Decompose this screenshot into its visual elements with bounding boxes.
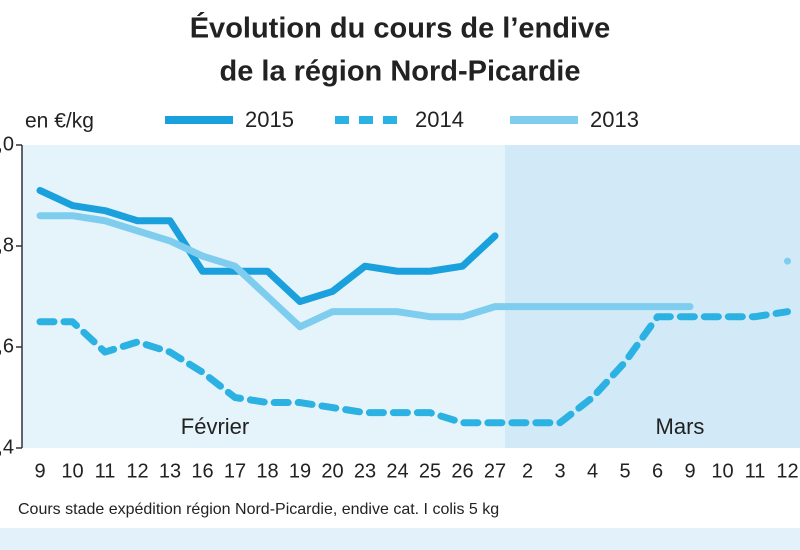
x-tick-label: 25	[419, 460, 441, 482]
y-tick-label: 0,6	[0, 335, 14, 357]
y-axis-label: en €/kg	[25, 110, 94, 133]
chart-title: Évolution du cours de l’endive	[190, 11, 611, 45]
x-tick-label: 27	[484, 460, 506, 482]
x-tick-label: 13	[159, 460, 181, 482]
series-line	[36, 308, 791, 427]
footnote: Cours stade expédition région Nord-Picar…	[18, 501, 499, 518]
legend-label: 2013	[590, 107, 639, 132]
series-line	[36, 212, 791, 331]
x-tick-label: 24	[386, 460, 408, 482]
x-tick-label: 9	[34, 460, 45, 482]
chart-subtitle: de la région Nord-Picardie	[220, 56, 581, 88]
legend-label: 2015	[245, 107, 294, 132]
x-tick-label: 26	[451, 460, 473, 482]
x-tick-label: 17	[224, 460, 246, 482]
x-tick-label: 16	[191, 460, 213, 482]
x-tick-label: 5	[619, 460, 630, 482]
x-tick-label: 20	[321, 460, 343, 482]
x-tick-label: 10	[61, 460, 83, 482]
x-tick-label: 6	[652, 460, 663, 482]
annotation: Mars	[656, 414, 705, 439]
x-tick-label: 11	[745, 460, 766, 482]
x-tick-label: 18	[256, 460, 278, 482]
x-tick-label: 4	[587, 460, 598, 482]
y-tick-label: 0,4	[0, 436, 14, 458]
x-tick-label: 12	[126, 460, 148, 482]
footer-band	[0, 528, 800, 550]
x-tick-label: 12	[776, 460, 798, 482]
series-line	[36, 186, 499, 306]
y-tick-label: 1,0	[0, 133, 14, 155]
x-tick-label: 3	[554, 460, 565, 482]
march-band	[505, 145, 800, 448]
legend-label: 2014	[415, 107, 464, 132]
x-tick-label: 2	[522, 460, 533, 482]
x-tick-label: 10	[711, 460, 733, 482]
x-tick-label: 19	[289, 460, 311, 482]
y-tick-label: 0,8	[0, 234, 14, 256]
x-tick-label: 23	[354, 460, 376, 482]
x-tick-label: 11	[95, 460, 116, 482]
annotation: Février	[181, 414, 249, 439]
x-tick-label: 9	[684, 460, 695, 482]
